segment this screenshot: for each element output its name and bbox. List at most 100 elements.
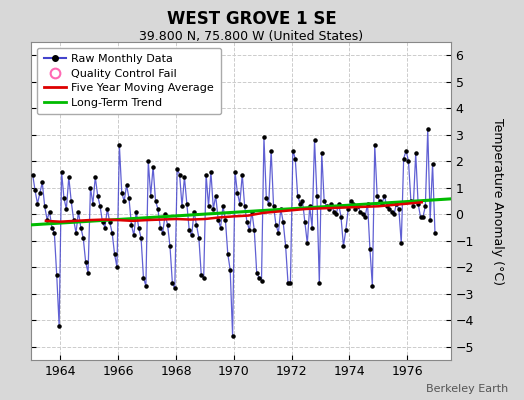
Point bbox=[86, 184, 95, 191]
Point bbox=[253, 269, 261, 276]
Point bbox=[192, 222, 201, 228]
Point bbox=[171, 285, 179, 292]
Point bbox=[103, 206, 112, 212]
Point bbox=[204, 203, 213, 210]
Point bbox=[344, 206, 353, 212]
Point bbox=[123, 182, 131, 188]
Point bbox=[260, 134, 268, 140]
Point bbox=[298, 198, 307, 204]
Point bbox=[267, 148, 275, 154]
Point bbox=[291, 155, 299, 162]
Point bbox=[339, 243, 347, 249]
Point bbox=[318, 150, 326, 156]
Point bbox=[151, 198, 160, 204]
Point bbox=[69, 216, 78, 223]
Point bbox=[111, 251, 119, 257]
Point bbox=[387, 208, 396, 215]
Point bbox=[281, 243, 290, 249]
Point bbox=[117, 190, 126, 196]
Point bbox=[419, 214, 427, 220]
Point bbox=[370, 142, 379, 148]
Point bbox=[269, 203, 278, 210]
Point bbox=[190, 208, 198, 215]
Point bbox=[224, 251, 232, 257]
Point bbox=[286, 280, 294, 286]
Point bbox=[72, 230, 80, 236]
Point bbox=[378, 200, 386, 207]
Point bbox=[178, 203, 186, 210]
Point bbox=[399, 155, 408, 162]
Point bbox=[55, 322, 63, 329]
Point bbox=[356, 208, 365, 215]
Point bbox=[296, 200, 304, 207]
Point bbox=[236, 200, 244, 207]
Point bbox=[185, 227, 193, 233]
Point bbox=[219, 203, 227, 210]
Point bbox=[45, 208, 53, 215]
Point bbox=[226, 267, 234, 273]
Point bbox=[207, 169, 215, 175]
Point bbox=[303, 240, 311, 246]
Point bbox=[141, 282, 150, 289]
Point bbox=[188, 232, 196, 239]
Point bbox=[262, 195, 270, 202]
Point bbox=[200, 275, 208, 281]
Point bbox=[52, 272, 61, 278]
Point bbox=[380, 192, 389, 199]
Point bbox=[38, 179, 47, 186]
Point bbox=[120, 198, 128, 204]
Point bbox=[289, 148, 297, 154]
Point bbox=[228, 333, 237, 339]
Point bbox=[327, 200, 335, 207]
Point bbox=[279, 219, 287, 225]
Point bbox=[411, 150, 420, 156]
Point bbox=[231, 169, 239, 175]
Point bbox=[351, 206, 359, 212]
Point bbox=[342, 227, 350, 233]
Point bbox=[197, 272, 205, 278]
Point bbox=[243, 219, 251, 225]
Point bbox=[265, 200, 273, 207]
Point bbox=[257, 277, 266, 284]
Legend: Raw Monthly Data, Quality Control Fail, Five Year Moving Average, Long-Term Tren: Raw Monthly Data, Quality Control Fail, … bbox=[37, 48, 221, 114]
Point bbox=[81, 259, 90, 265]
Point bbox=[108, 230, 116, 236]
Point bbox=[346, 198, 355, 204]
Point bbox=[48, 224, 56, 231]
Point bbox=[272, 222, 280, 228]
Point bbox=[212, 192, 220, 199]
Point bbox=[255, 275, 263, 281]
Point bbox=[79, 235, 88, 241]
Point bbox=[248, 208, 256, 215]
Point bbox=[84, 269, 92, 276]
Point bbox=[147, 192, 155, 199]
Point bbox=[135, 224, 143, 231]
Point bbox=[139, 275, 148, 281]
Point bbox=[173, 166, 181, 172]
Point bbox=[409, 203, 418, 210]
Point bbox=[397, 240, 406, 246]
Point bbox=[431, 230, 439, 236]
Point bbox=[149, 163, 157, 170]
Point bbox=[390, 211, 398, 218]
Point bbox=[77, 224, 85, 231]
Text: 39.800 N, 75.800 W (United States): 39.800 N, 75.800 W (United States) bbox=[139, 30, 364, 43]
Point bbox=[238, 171, 246, 178]
Point bbox=[375, 198, 384, 204]
Point bbox=[168, 280, 177, 286]
Point bbox=[36, 190, 44, 196]
Point bbox=[33, 200, 41, 207]
Point bbox=[277, 206, 285, 212]
Point bbox=[144, 158, 152, 164]
Point bbox=[96, 203, 104, 210]
Point bbox=[402, 148, 410, 154]
Point bbox=[417, 214, 425, 220]
Point bbox=[250, 227, 258, 233]
Point bbox=[67, 198, 75, 204]
Point bbox=[93, 192, 102, 199]
Point bbox=[74, 208, 83, 215]
Point bbox=[301, 219, 309, 225]
Point bbox=[214, 216, 222, 223]
Point bbox=[366, 246, 374, 252]
Point bbox=[115, 142, 124, 148]
